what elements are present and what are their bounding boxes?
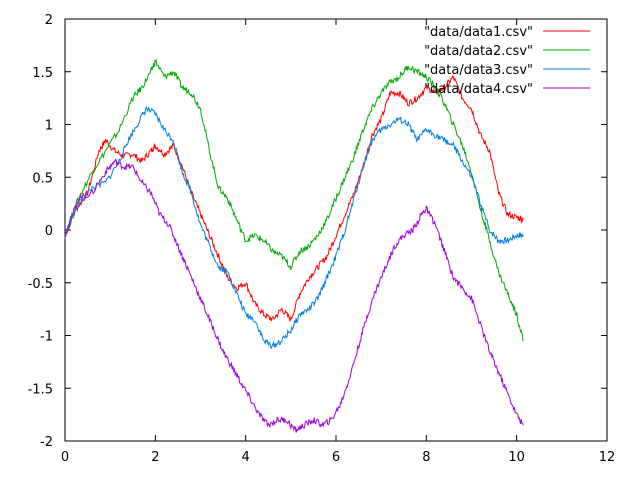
series-line-4 (64, 158, 524, 433)
y-tick-label: -0.5 (28, 277, 53, 292)
x-tick-labels: 0 2 4 6 8 10 12 (61, 450, 615, 465)
x-tick-label: 0 (61, 450, 69, 465)
legend-label: "data/data3.csv" (424, 63, 533, 78)
x-tick-label: 2 (151, 450, 159, 465)
legend-label: "data/data2.csv" (424, 44, 533, 59)
legend-label: "data/data4.csv" (424, 82, 533, 97)
y-tick-label: 1.5 (32, 66, 53, 81)
axis-ticks (64, 18, 608, 442)
y-tick-label: 0.5 (32, 171, 53, 186)
x-tick-label: 12 (599, 450, 616, 465)
y-tick-label: 1 (45, 119, 53, 134)
legend: "data/data1.csv" "data/data2.csv" "data/da… (424, 25, 590, 97)
series-lines (64, 58, 524, 433)
x-tick-label: 6 (332, 450, 340, 465)
y-tick-label: -1 (40, 330, 53, 345)
series-line-1 (64, 74, 524, 322)
y-tick-labels: -2 -1.5 -1 -0.5 0 0.5 1 1.5 2 (28, 13, 53, 450)
x-tick-label: 4 (242, 450, 250, 465)
y-tick-label: 2 (45, 13, 53, 28)
y-tick-label: 0 (45, 224, 53, 239)
x-tick-label: 10 (508, 450, 525, 465)
series-line-2 (64, 58, 524, 342)
y-tick-label: -2 (40, 435, 53, 450)
y-tick-label: -1.5 (28, 382, 53, 397)
series-line-3 (64, 105, 524, 350)
legend-label: "data/data1.csv" (424, 25, 533, 40)
x-tick-label: 8 (422, 450, 430, 465)
